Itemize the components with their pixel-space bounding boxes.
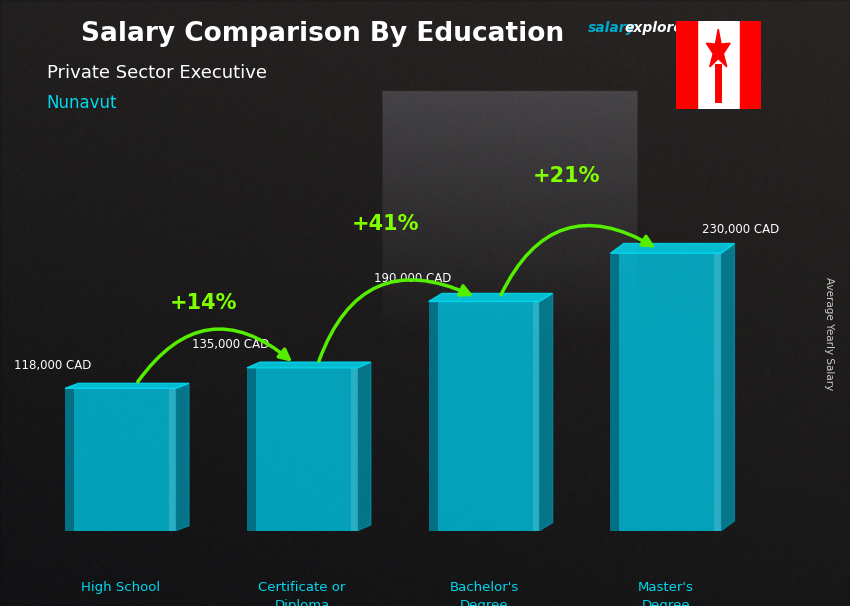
Polygon shape bbox=[428, 293, 552, 301]
Bar bbox=[65, 388, 176, 531]
Polygon shape bbox=[721, 244, 734, 531]
Text: Nunavut: Nunavut bbox=[47, 94, 117, 112]
Text: +41%: +41% bbox=[351, 214, 419, 234]
Polygon shape bbox=[246, 362, 371, 368]
Text: .com: .com bbox=[674, 21, 711, 35]
Text: Bachelor's
Degree: Bachelor's Degree bbox=[450, 581, 518, 606]
Text: 118,000 CAD: 118,000 CAD bbox=[14, 359, 92, 371]
Bar bbox=[351, 368, 358, 531]
Text: explorer: explorer bbox=[625, 21, 690, 35]
Bar bbox=[428, 301, 540, 531]
Bar bbox=[533, 301, 539, 531]
Bar bbox=[246, 368, 256, 531]
Text: High School: High School bbox=[81, 581, 160, 594]
Text: salary: salary bbox=[588, 21, 636, 35]
Text: Master's
Degree: Master's Degree bbox=[638, 581, 694, 606]
Text: Private Sector Executive: Private Sector Executive bbox=[47, 64, 267, 82]
Text: Certificate or
Diploma: Certificate or Diploma bbox=[258, 581, 346, 606]
Polygon shape bbox=[610, 244, 734, 253]
Text: Average Yearly Salary: Average Yearly Salary bbox=[824, 277, 834, 390]
Polygon shape bbox=[176, 384, 189, 531]
Text: 230,000 CAD: 230,000 CAD bbox=[702, 224, 779, 236]
Bar bbox=[676, 21, 697, 109]
Bar bbox=[740, 21, 761, 109]
Bar bbox=[246, 368, 358, 531]
Polygon shape bbox=[539, 293, 552, 531]
Bar bbox=[610, 253, 620, 531]
Bar bbox=[169, 388, 176, 531]
Bar bbox=[428, 301, 438, 531]
Bar bbox=[715, 253, 721, 531]
Text: Salary Comparison By Education: Salary Comparison By Education bbox=[82, 21, 564, 47]
Bar bbox=[65, 388, 74, 531]
Polygon shape bbox=[706, 29, 730, 67]
Text: +21%: +21% bbox=[533, 166, 601, 186]
Text: 135,000 CAD: 135,000 CAD bbox=[192, 338, 269, 351]
Bar bbox=[610, 253, 721, 531]
Polygon shape bbox=[358, 362, 371, 531]
Text: 190,000 CAD: 190,000 CAD bbox=[374, 271, 451, 285]
Polygon shape bbox=[65, 384, 189, 388]
Text: +14%: +14% bbox=[170, 293, 237, 313]
